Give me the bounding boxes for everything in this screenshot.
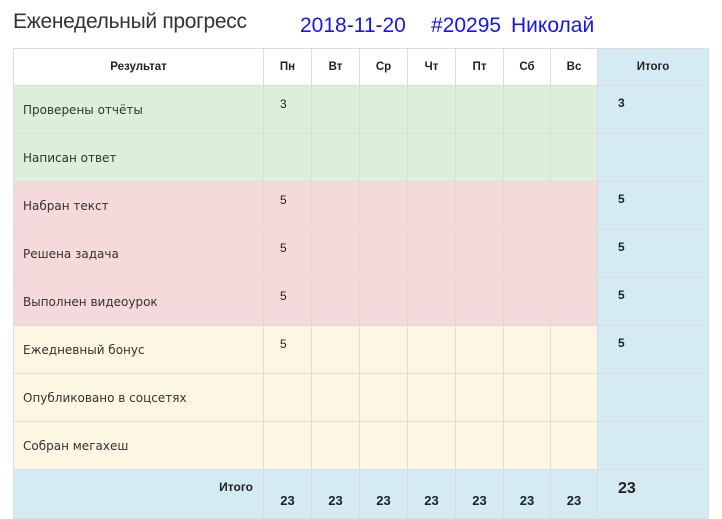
table-row: Опубликовано в соцсетях: [13, 373, 709, 422]
table-row: Ежедневный бонус 5 5: [13, 325, 709, 374]
day-cell: 5: [263, 277, 312, 326]
day-cell: 5: [263, 325, 312, 374]
day-cell: [407, 373, 456, 422]
day-cell: [455, 229, 504, 278]
day-cell: [550, 325, 598, 374]
day-cell: 3: [263, 85, 312, 134]
row-total: 5: [597, 229, 709, 278]
footer-row: Итого 23 23 23 23 23 23 23 23: [13, 469, 709, 519]
day-total: 23: [359, 469, 408, 519]
day-cell: [455, 181, 504, 230]
day-cell: [359, 373, 408, 422]
column-header: Чт: [407, 48, 456, 86]
day-cell: [503, 277, 551, 326]
day-total: 23: [455, 469, 504, 519]
user-id: #20295: [431, 14, 502, 37]
day-cell: [407, 325, 456, 374]
day-cell: [311, 277, 360, 326]
day-total: 23: [407, 469, 456, 519]
column-header: Пт: [455, 48, 504, 86]
page-title: Еженедельный прогресс: [13, 10, 247, 33]
row-total: 5: [597, 277, 709, 326]
row-total: 5: [597, 181, 709, 230]
day-cell: [503, 133, 551, 182]
column-header: Пн: [263, 48, 312, 86]
day-cell: [311, 373, 360, 422]
day-cell: 5: [263, 181, 312, 230]
footer-label: Итого: [13, 469, 264, 519]
day-total: 23: [503, 469, 551, 519]
table-row: Выполнен видеоурок 5 5: [13, 277, 709, 326]
row-label: Опубликовано в соцсетях: [13, 373, 264, 422]
day-cell: [359, 229, 408, 278]
day-cell: [503, 181, 551, 230]
day-total: 23: [263, 469, 312, 519]
day-cell: [455, 277, 504, 326]
day-cell: [407, 85, 456, 134]
day-cell: [455, 133, 504, 182]
column-header: Результат: [13, 48, 264, 86]
day-cell: [503, 85, 551, 134]
day-cell: [407, 229, 456, 278]
day-cell: [359, 277, 408, 326]
day-cell: [503, 229, 551, 278]
day-cell: [311, 181, 360, 230]
row-label: Ежедневный бонус: [13, 325, 264, 374]
day-cell: [407, 133, 456, 182]
day-cell: [359, 181, 408, 230]
day-cell: [359, 85, 408, 134]
table-row: Решена задача 5 5: [13, 229, 709, 278]
day-cell: [455, 373, 504, 422]
day-cell: [550, 373, 598, 422]
day-cell: [311, 85, 360, 134]
row-label: Проверены отчёты: [13, 85, 264, 134]
day-total: 23: [311, 469, 360, 519]
day-cell: [311, 229, 360, 278]
day-cell: [550, 85, 598, 134]
user-name: Николай: [511, 14, 595, 37]
report-date: 2018-11-20: [300, 14, 406, 37]
row-label: Решена задача: [13, 229, 264, 278]
day-cell: [503, 325, 551, 374]
day-cell: [550, 181, 598, 230]
day-cell: [263, 133, 312, 182]
row-total: 3: [597, 85, 709, 134]
row-total: [597, 373, 709, 422]
day-cell: [550, 229, 598, 278]
day-cell: [407, 181, 456, 230]
day-cell: [550, 277, 598, 326]
day-cell: [311, 133, 360, 182]
day-cell: [550, 133, 598, 182]
column-header: Вс: [550, 48, 598, 86]
column-header: Вт: [311, 48, 360, 86]
row-total: 5: [597, 325, 709, 374]
column-header: Итого: [597, 48, 709, 86]
day-cell: 5: [263, 229, 312, 278]
day-cell: [359, 325, 408, 374]
day-cell: [455, 85, 504, 134]
row-label: Выполнен видеоурок: [13, 277, 264, 326]
day-cell: [263, 373, 312, 422]
day-cell: [455, 325, 504, 374]
day-total: 23: [550, 469, 598, 519]
day-cell: [359, 133, 408, 182]
table-row: Проверены отчёты 3 3: [13, 85, 709, 134]
day-cell: [311, 325, 360, 374]
row-label: Написан ответ: [13, 133, 264, 182]
column-header: Сб: [503, 48, 551, 86]
grand-total: 23: [597, 469, 709, 519]
table-row: Написан ответ: [13, 133, 709, 182]
column-header: Ср: [359, 48, 408, 86]
table-row: Набран текст 5 5: [13, 181, 709, 230]
progress-table: Результат Пн Вт Ср Чт Пт Сб Вс Итого Проверены о…: [13, 48, 709, 519]
day-cell: [407, 277, 456, 326]
row-total: [597, 133, 709, 182]
row-label: Набран текст: [13, 181, 264, 230]
day-cell: [503, 373, 551, 422]
